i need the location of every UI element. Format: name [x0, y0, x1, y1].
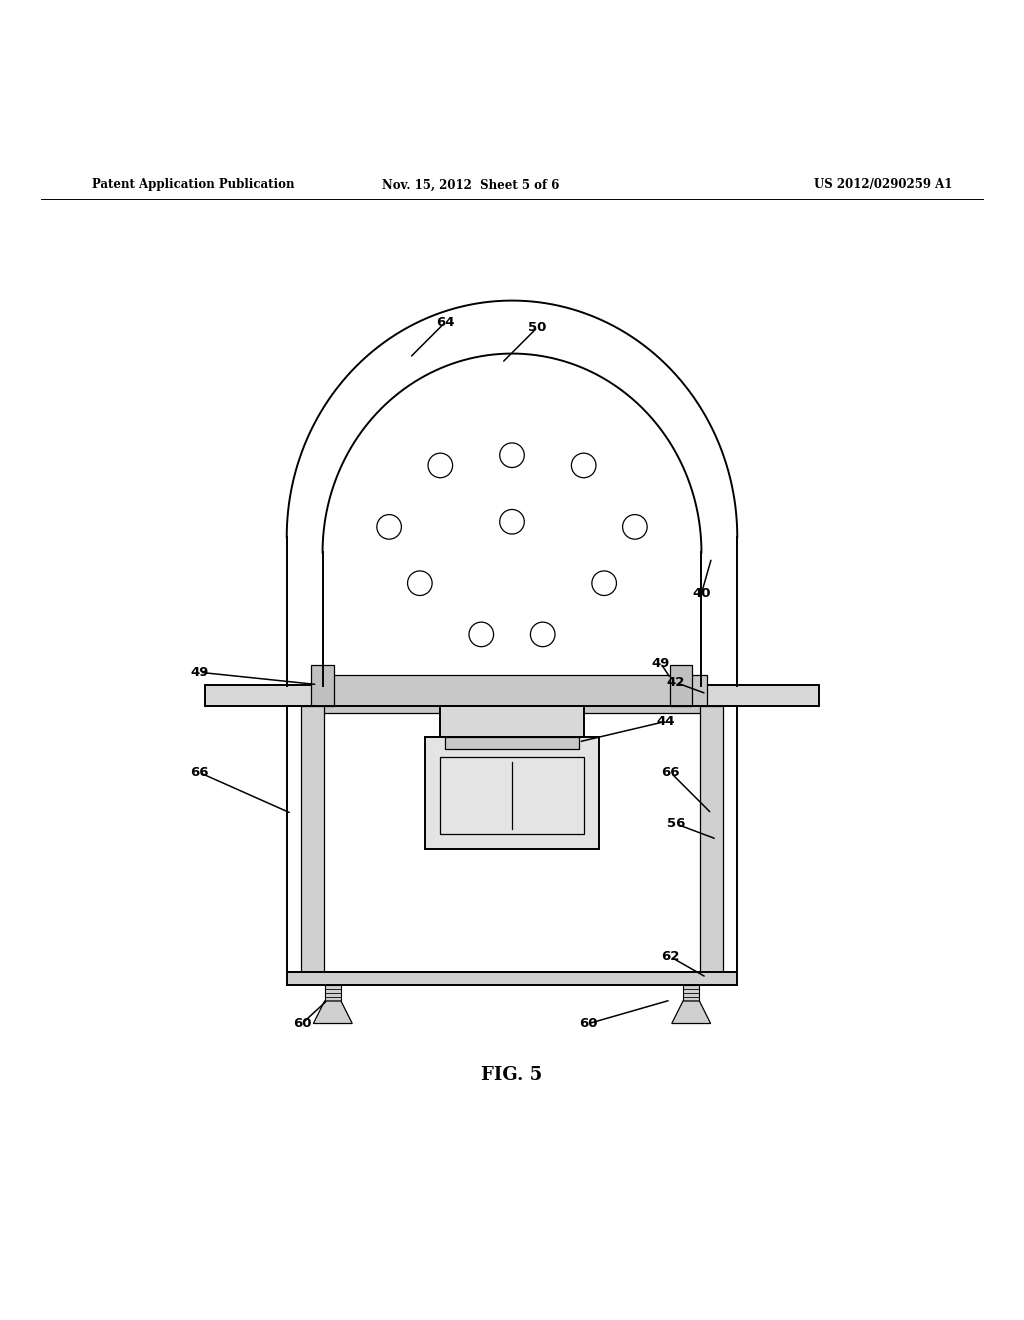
Bar — [683, 985, 699, 1001]
Text: 44: 44 — [656, 715, 675, 727]
Bar — [311, 665, 334, 706]
Bar — [445, 737, 579, 748]
Bar — [425, 737, 599, 850]
Text: 49: 49 — [190, 665, 209, 678]
Text: 50: 50 — [528, 321, 547, 334]
Polygon shape — [672, 1001, 711, 1023]
Bar — [317, 676, 707, 713]
Text: 40: 40 — [692, 587, 711, 599]
Text: 60: 60 — [293, 1016, 311, 1030]
Polygon shape — [313, 1001, 352, 1023]
Text: 62: 62 — [662, 950, 680, 964]
Text: US 2012/0290259 A1: US 2012/0290259 A1 — [814, 178, 952, 191]
Bar — [440, 706, 584, 737]
Bar — [287, 973, 737, 985]
Text: 42: 42 — [667, 676, 685, 689]
Text: 49: 49 — [651, 656, 670, 669]
Bar — [700, 706, 723, 973]
Text: Nov. 15, 2012  Sheet 5 of 6: Nov. 15, 2012 Sheet 5 of 6 — [382, 178, 560, 191]
Text: 64: 64 — [436, 315, 455, 329]
Bar — [670, 665, 692, 706]
Bar — [325, 985, 341, 1001]
Bar — [440, 758, 584, 834]
Bar — [205, 685, 819, 706]
Text: 56: 56 — [667, 817, 685, 830]
Text: 66: 66 — [662, 766, 680, 779]
Bar — [287, 706, 737, 973]
Text: 60: 60 — [580, 1016, 598, 1030]
Text: FIG. 5: FIG. 5 — [481, 1065, 543, 1084]
Bar — [301, 706, 324, 973]
Text: Patent Application Publication: Patent Application Publication — [92, 178, 295, 191]
Text: 66: 66 — [190, 766, 209, 779]
